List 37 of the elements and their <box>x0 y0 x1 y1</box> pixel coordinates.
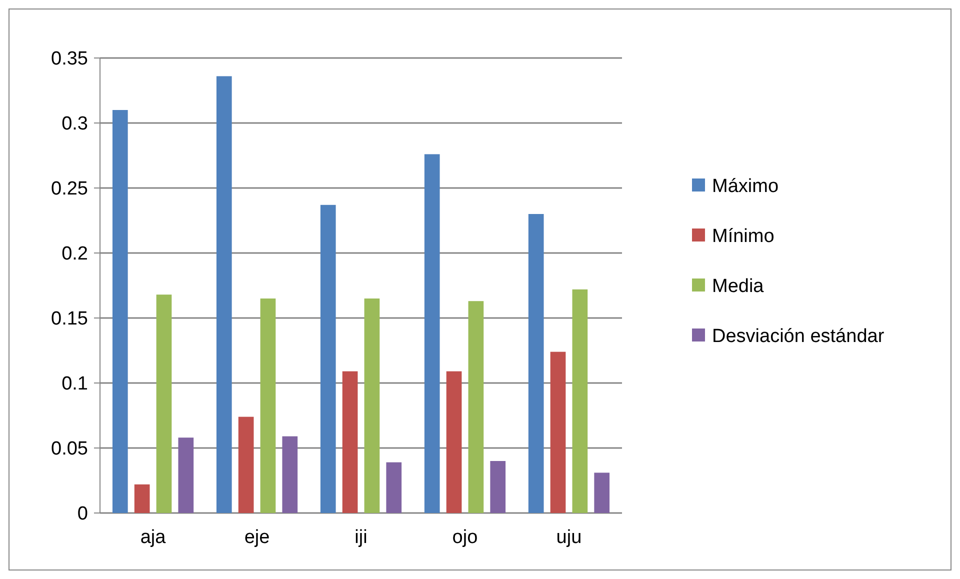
x-tick-label: uju <box>556 527 582 548</box>
bar <box>490 461 506 513</box>
x-tick-label: aja <box>140 527 166 548</box>
legend-label: Desviación estándar <box>712 326 885 348</box>
bar <box>572 289 588 513</box>
bar <box>342 371 358 513</box>
y-tick-label: 0.2 <box>62 244 88 265</box>
x-tick-label: iji <box>354 527 368 548</box>
bar <box>134 484 150 513</box>
bar <box>446 371 462 513</box>
bar <box>364 298 380 513</box>
y-tick-label: 0.15 <box>51 308 88 330</box>
y-tick-label: 0.1 <box>62 374 88 395</box>
bar <box>594 472 610 513</box>
bar <box>320 204 336 513</box>
bar <box>112 110 128 513</box>
bar <box>216 76 232 513</box>
legend-label: Media <box>712 276 764 298</box>
legend-label: Mínimo <box>712 226 774 248</box>
y-tick-label: 0.3 <box>62 114 88 135</box>
bar <box>550 352 566 513</box>
bar <box>178 438 194 513</box>
bar <box>260 298 276 513</box>
x-tick-label: ojo <box>452 527 478 548</box>
y-tick-label: 0 <box>77 504 88 525</box>
bar <box>386 462 402 513</box>
y-tick-label: 0.35 <box>51 48 88 70</box>
x-tick-label: eje <box>244 527 270 548</box>
bar <box>424 154 440 513</box>
bar <box>528 214 544 513</box>
bar <box>468 301 484 513</box>
y-tick-label: 0.05 <box>51 438 88 460</box>
bar <box>282 436 298 513</box>
bar <box>238 416 254 513</box>
legend-label: Máximo <box>712 176 779 198</box>
y-tick-label: 0.25 <box>51 178 88 200</box>
bar <box>156 294 172 513</box>
